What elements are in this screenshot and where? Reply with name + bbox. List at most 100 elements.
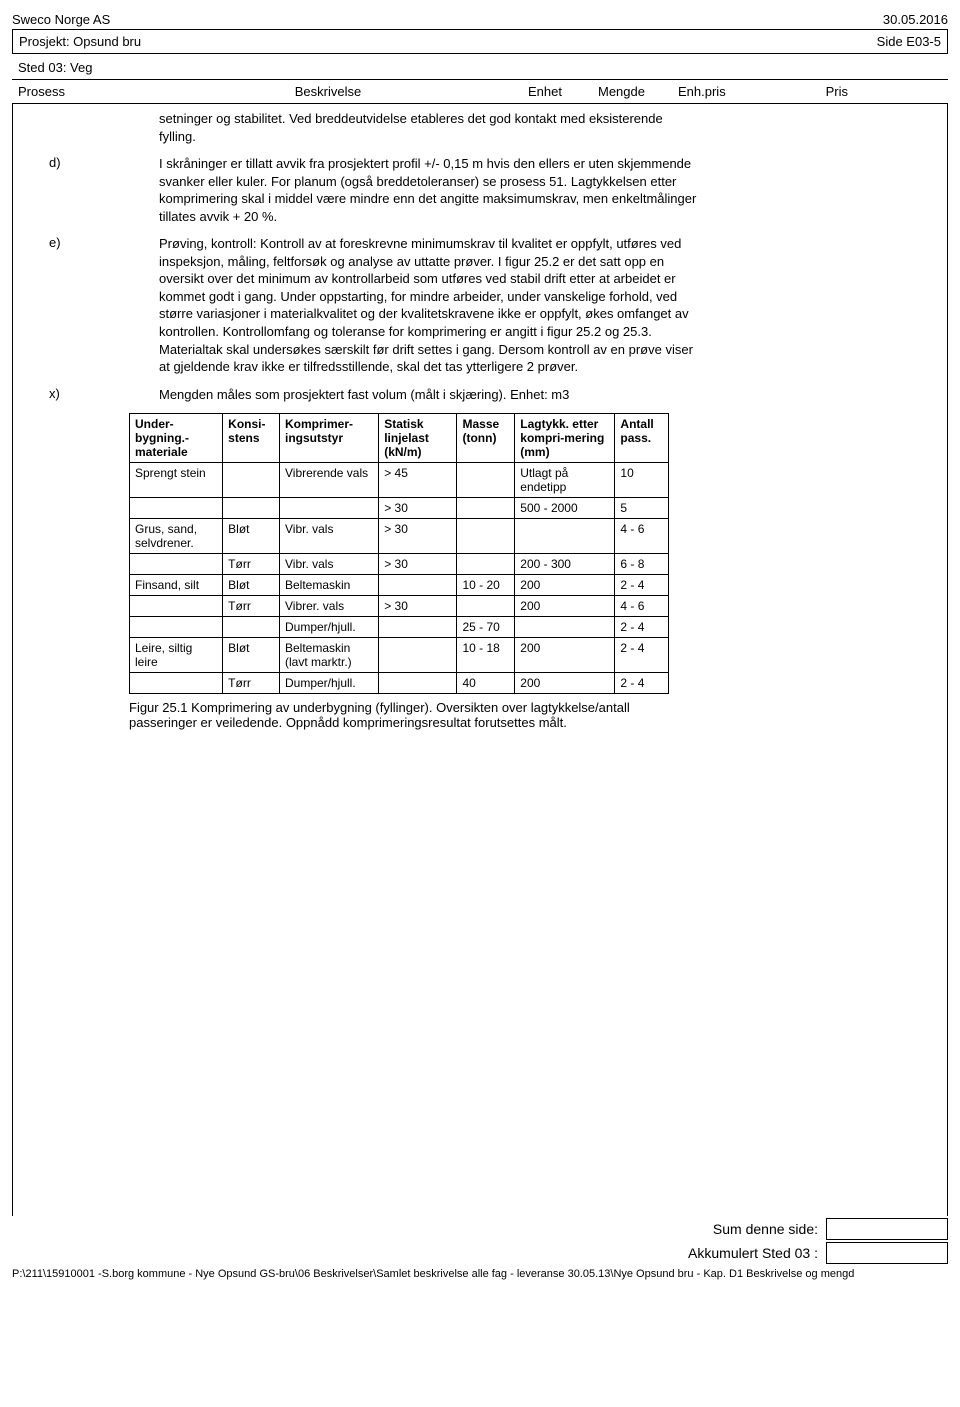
table-cell: Dumper/hjull.: [279, 617, 378, 638]
table-cell: [379, 575, 457, 596]
th-utstyr: Komprimer-ingsutstyr: [279, 414, 378, 463]
table-row: Leire, siltig leireBløtBeltemaskin (lavt…: [130, 638, 669, 673]
table-cell: [279, 498, 378, 519]
table-cell: 5: [615, 498, 669, 519]
para-label-e: e): [19, 235, 159, 375]
table-cell: [130, 554, 223, 575]
col-enhpris: Enh.pris: [678, 84, 768, 99]
table-cell: Bløt: [223, 575, 280, 596]
table-cell: Tørr: [223, 596, 280, 617]
table-cell: Vibrerende vals: [279, 463, 378, 498]
table-cell: 500 - 2000: [515, 498, 615, 519]
table-cell: [130, 498, 223, 519]
table-cell: [515, 617, 615, 638]
table-row: TørrDumper/hjull. 402002 - 4: [130, 673, 669, 694]
table-cell: Bløt: [223, 638, 280, 673]
table-cell: 200: [515, 673, 615, 694]
para-label-d: d): [19, 155, 159, 225]
table-cell: 10 - 20: [457, 575, 515, 596]
para-body-e: Prøving, kontroll: Kontroll av at foresk…: [159, 235, 699, 375]
table-cell: [379, 617, 457, 638]
table-cell: > 30: [379, 596, 457, 617]
project-box: Prosjekt: Opsund bru Side E03-5: [12, 29, 948, 54]
akk-value-cell: [826, 1242, 948, 1264]
table-cell: [130, 596, 223, 617]
table-cell: Utlagt på endetipp: [515, 463, 615, 498]
table-row: Finsand, siltBløtBeltemaskin10 - 202002 …: [130, 575, 669, 596]
table-cell: Beltemaskin (lavt marktr.): [279, 638, 378, 673]
table-cell: [515, 519, 615, 554]
table-row: TørrVibrer. vals> 30 2004 - 6: [130, 596, 669, 617]
table-cell: 200: [515, 575, 615, 596]
para-body-x: Mengden måles som prosjektert fast volum…: [159, 386, 699, 404]
table-cell: [379, 673, 457, 694]
table-cell: [457, 554, 515, 575]
table-row: Dumper/hjull. 25 - 70 2 - 4: [130, 617, 669, 638]
table-cell: 200 - 300: [515, 554, 615, 575]
sum-label: Sum denne side:: [713, 1221, 818, 1237]
table-cell: [457, 519, 515, 554]
para-label-intro: [19, 110, 159, 145]
table-cell: Sprengt stein: [130, 463, 223, 498]
table-cell: 200: [515, 638, 615, 673]
table-cell: 4 - 6: [615, 596, 669, 617]
table-cell: Finsand, silt: [130, 575, 223, 596]
table-row: Sprengt stein Vibrerende vals> 45 Utlagt p…: [130, 463, 669, 498]
col-beskrivelse: Beskrivelse: [128, 84, 528, 99]
th-masse: Masse (tonn): [457, 414, 515, 463]
table-cell: Vibr. vals: [279, 554, 378, 575]
sum-value-cell: [826, 1218, 948, 1240]
col-pris: Pris: [768, 84, 848, 99]
akk-label: Akkumulert Sted 03 :: [688, 1245, 818, 1261]
table-cell: Bløt: [223, 519, 280, 554]
th-linjelast: Statisk linjelast (kN/m): [379, 414, 457, 463]
content-body: setninger og stabilitet. Ved breddeutvid…: [12, 104, 948, 1216]
col-enhet: Enhet: [528, 84, 598, 99]
table-cell: > 30: [379, 498, 457, 519]
table-cell: 2 - 4: [615, 617, 669, 638]
sted-label: Sted 03: Veg: [12, 56, 948, 79]
table-cell: [457, 463, 515, 498]
figure-caption: Figur 25.1 Komprimering av underbygning …: [129, 700, 669, 730]
company-name: Sweco Norge AS: [12, 12, 110, 27]
table-cell: 2 - 4: [615, 673, 669, 694]
table-cell: 10: [615, 463, 669, 498]
th-konsistens: Konsi-stens: [223, 414, 280, 463]
table-cell: [130, 673, 223, 694]
table-cell: [223, 617, 280, 638]
table-row: > 30 500 - 20005: [130, 498, 669, 519]
komprimering-table: Under-bygning.-materiale Konsi-stens Kom…: [129, 413, 669, 694]
table-cell: Beltemaskin: [279, 575, 378, 596]
table-cell: [223, 498, 280, 519]
table-cell: 40: [457, 673, 515, 694]
table-cell: Vibr. vals: [279, 519, 378, 554]
para-label-x: x): [19, 386, 159, 404]
footer-path: P:\211\15910001 -S.borg kommune - Nye Op…: [12, 1268, 948, 1280]
table-cell: 200: [515, 596, 615, 617]
column-headers: Prosess Beskrivelse Enhet Mengde Enh.pri…: [12, 79, 948, 104]
project-label: Prosjekt: Opsund bru: [19, 34, 141, 49]
table-cell: [457, 596, 515, 617]
table-cell: > 30: [379, 519, 457, 554]
table-cell: [379, 638, 457, 673]
document-date: 30.05.2016: [883, 12, 948, 27]
table-cell: > 45: [379, 463, 457, 498]
header-top: Sweco Norge AS 30.05.2016: [12, 12, 948, 27]
th-lagtykk: Lagtykk. etter kompri-mering (mm): [515, 414, 615, 463]
table-cell: [130, 617, 223, 638]
table-cell: Dumper/hjull.: [279, 673, 378, 694]
table-cell: Vibrer. vals: [279, 596, 378, 617]
table-cell: Leire, siltig leire: [130, 638, 223, 673]
table-cell: Tørr: [223, 673, 280, 694]
table-header-row: Under-bygning.-materiale Konsi-stens Kom…: [130, 414, 669, 463]
table-cell: 10 - 18: [457, 638, 515, 673]
para-body-d: I skråninger er tillatt avvik fra prosje…: [159, 155, 699, 225]
table-cell: 25 - 70: [457, 617, 515, 638]
table-cell: > 30: [379, 554, 457, 575]
table-row: TørrVibr. vals> 30200 - 3006 - 8: [130, 554, 669, 575]
table-row: Grus, sand, selvdrener.BløtVibr. vals> 3…: [130, 519, 669, 554]
table-cell: [223, 463, 280, 498]
table-cell: 6 - 8: [615, 554, 669, 575]
table-cell: [457, 498, 515, 519]
th-materiale: Under-bygning.-materiale: [130, 414, 223, 463]
